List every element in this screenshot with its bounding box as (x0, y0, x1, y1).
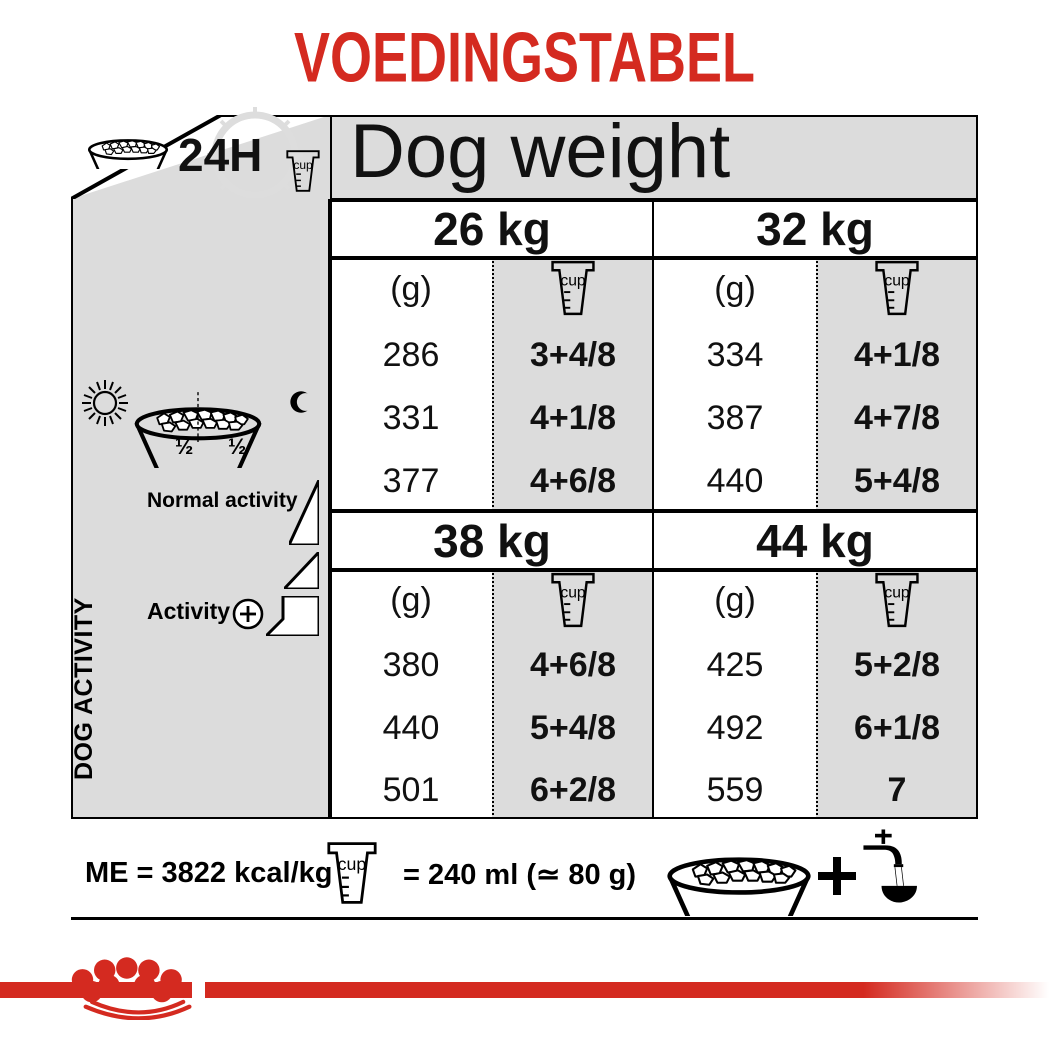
svg-text:cup: cup (884, 273, 910, 290)
svg-text:cup: cup (293, 158, 313, 172)
svg-text:cup: cup (884, 584, 910, 601)
svg-text:cup: cup (338, 854, 367, 874)
svg-text:cup: cup (560, 273, 586, 290)
svg-text:cup: cup (560, 584, 586, 601)
